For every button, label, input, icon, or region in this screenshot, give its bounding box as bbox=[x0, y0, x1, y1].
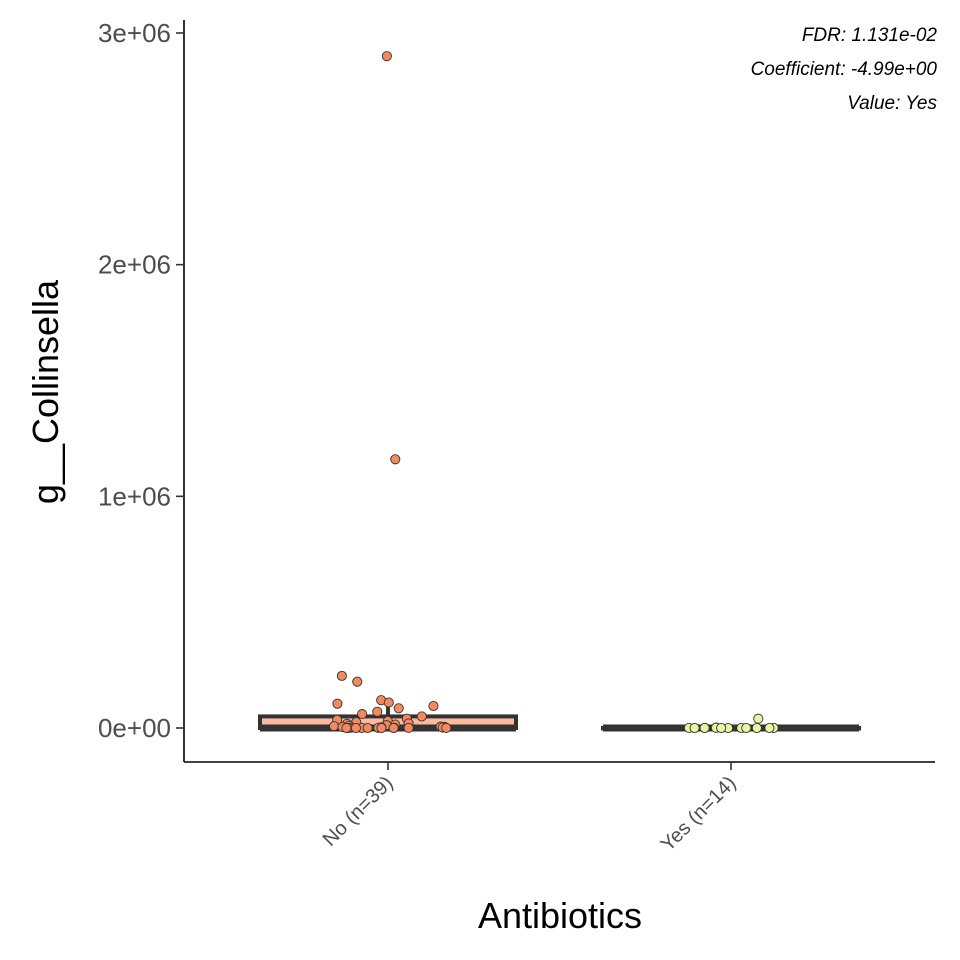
data-point bbox=[383, 697, 394, 708]
x-axis-ticks: No (n=39) Yes (n=14) bbox=[319, 762, 741, 856]
data-point bbox=[393, 703, 404, 714]
data-point bbox=[428, 700, 439, 712]
annotation-value: Value: Yes bbox=[847, 93, 937, 114]
data-point bbox=[328, 721, 340, 732]
data-point bbox=[357, 709, 368, 720]
y-tick-label: 1e+06 bbox=[98, 481, 171, 511]
data-point bbox=[332, 698, 343, 709]
data-point bbox=[751, 722, 762, 734]
data-point bbox=[390, 454, 401, 465]
data-point bbox=[764, 722, 775, 734]
data-point bbox=[716, 722, 727, 734]
annotation-coefficient: Coefficient: -4.99e+00 bbox=[751, 59, 938, 80]
data-point bbox=[336, 670, 347, 681]
data-point bbox=[381, 51, 392, 62]
points-layer bbox=[328, 51, 779, 734]
x-tick-label: Yes (n=14) bbox=[657, 772, 741, 856]
data-point bbox=[372, 706, 383, 717]
data-point bbox=[689, 722, 700, 734]
data-point bbox=[699, 722, 710, 734]
data-point bbox=[350, 722, 361, 734]
x-tick-label: No (n=39) bbox=[319, 772, 398, 851]
data-point bbox=[753, 713, 764, 724]
y-axis-title: g__Collinsella bbox=[25, 279, 66, 504]
data-point bbox=[362, 722, 373, 734]
data-point bbox=[388, 722, 399, 734]
data-point bbox=[341, 722, 352, 734]
y-axis-ticks: 0e+00 1e+06 2e+06 3e+06 bbox=[98, 18, 184, 743]
x-axis-title: Antibiotics bbox=[478, 895, 642, 936]
y-tick-label: 3e+06 bbox=[98, 18, 171, 48]
y-tick-label: 0e+00 bbox=[98, 713, 171, 743]
data-point bbox=[741, 722, 752, 734]
data-point bbox=[376, 722, 387, 734]
annotation-fdr: FDR: 1.131e-02 bbox=[802, 25, 938, 46]
data-point bbox=[403, 722, 414, 733]
data-point bbox=[441, 722, 452, 734]
data-point bbox=[416, 711, 427, 722]
data-point bbox=[352, 676, 363, 687]
y-tick-label: 2e+06 bbox=[98, 250, 171, 280]
